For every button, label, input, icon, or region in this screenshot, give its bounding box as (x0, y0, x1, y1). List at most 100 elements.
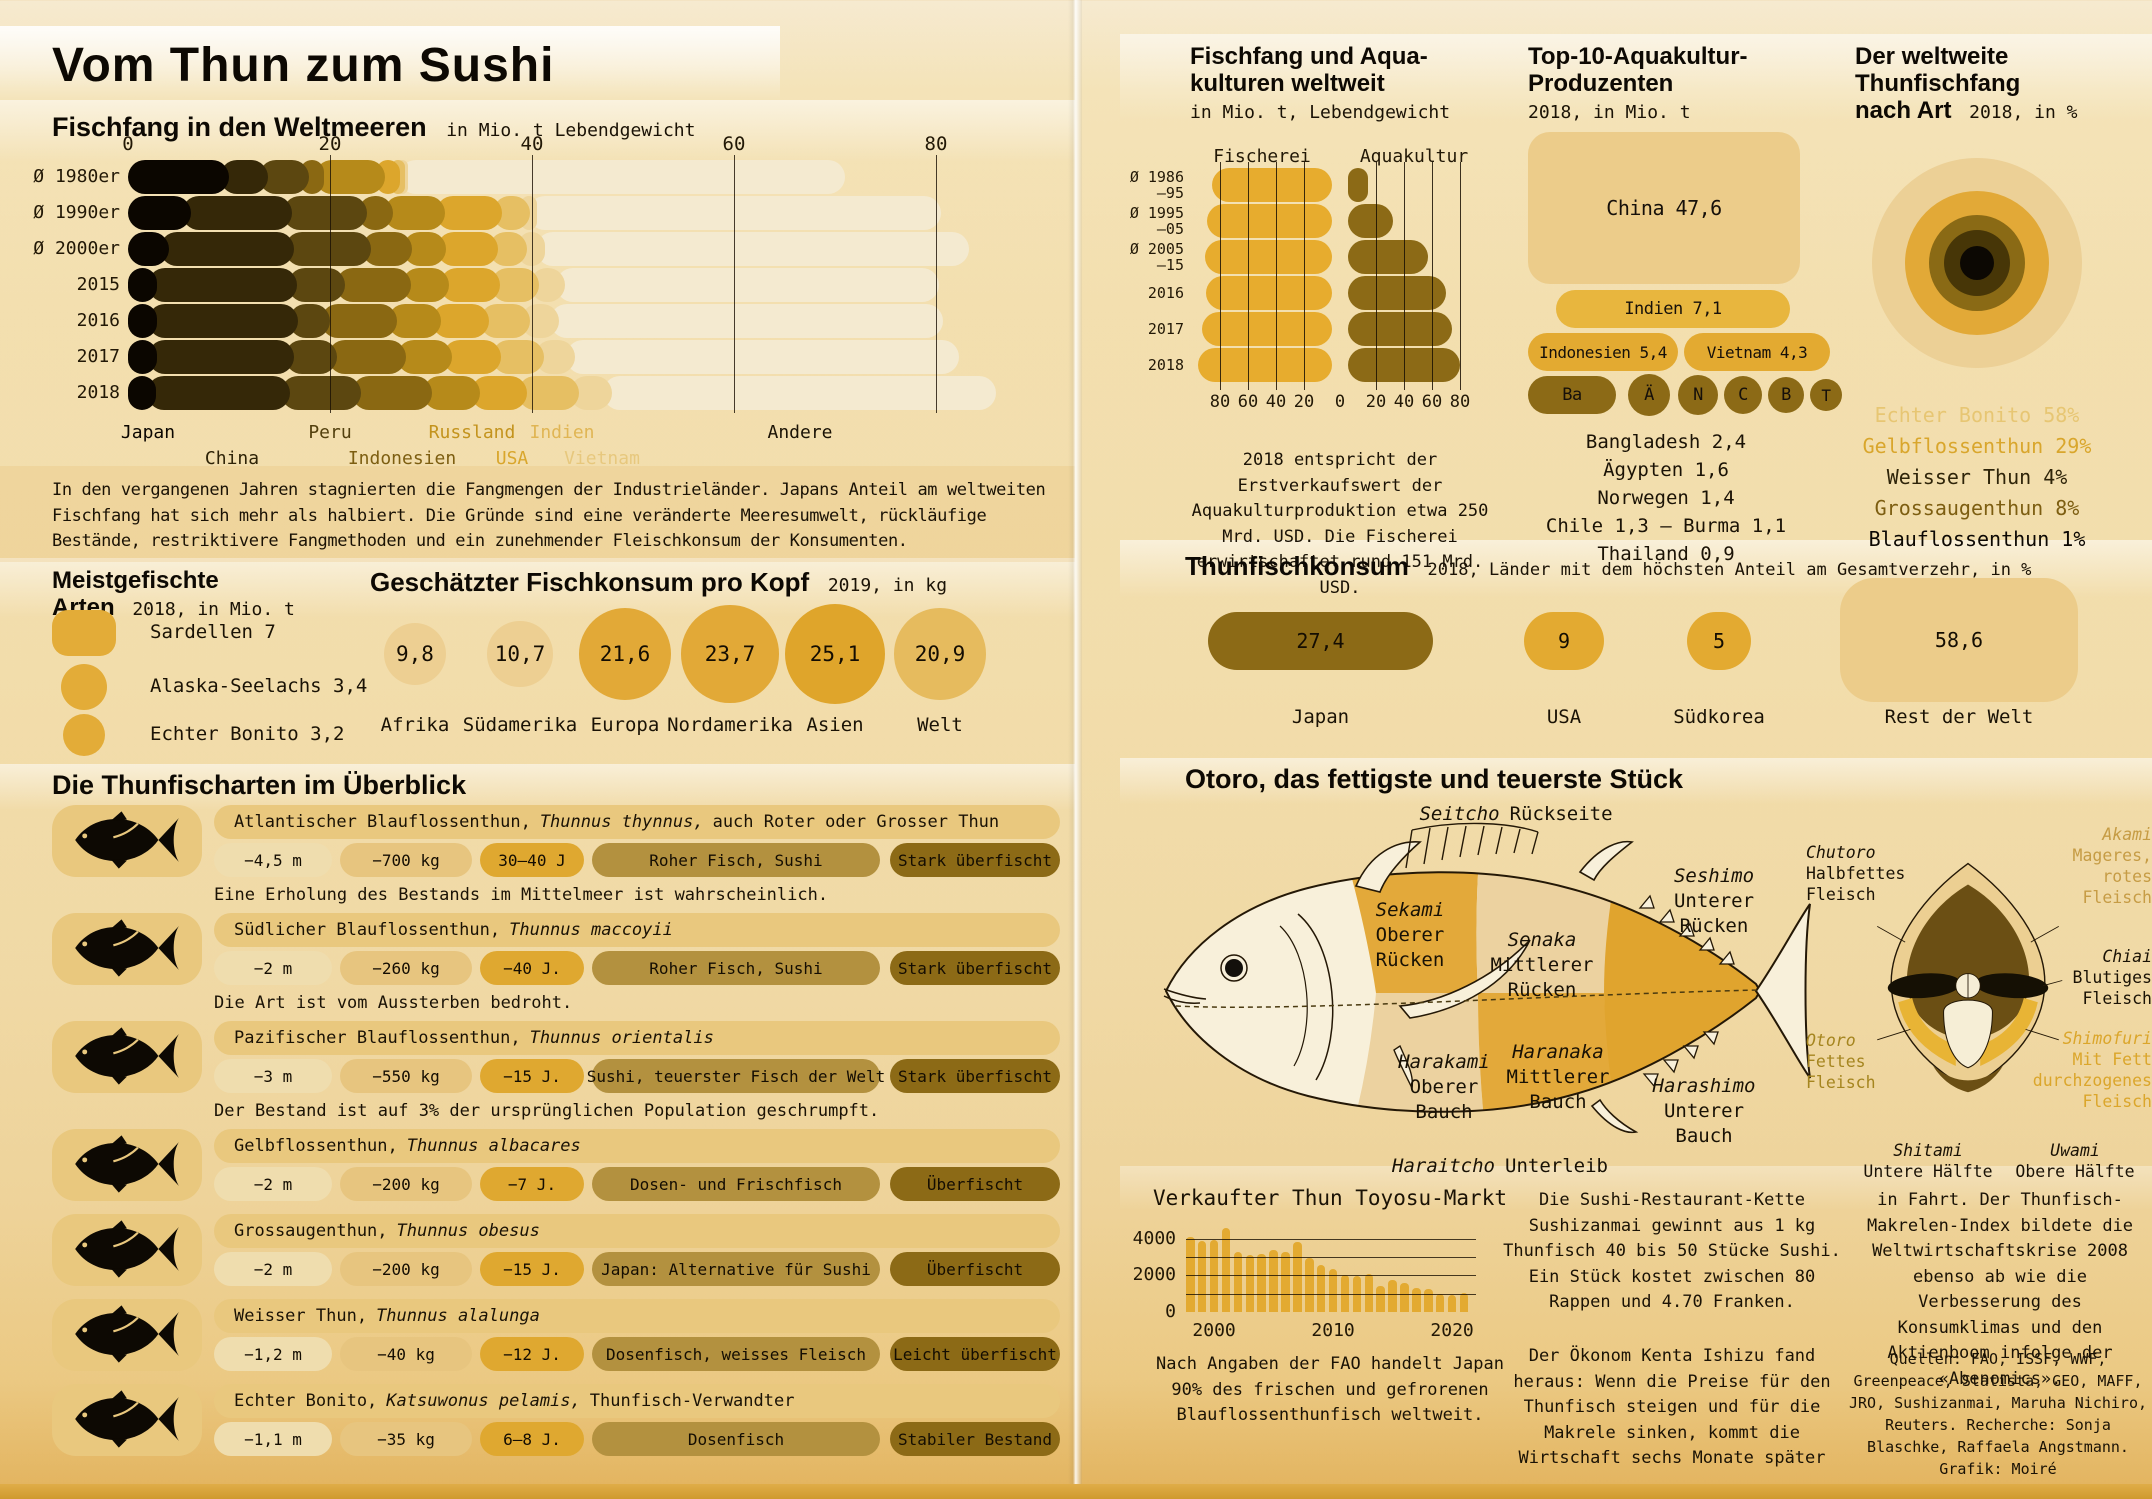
row-label: Ø 1986 –95 (1086, 169, 1184, 201)
species-weight-pill: −200 kg (340, 1252, 472, 1286)
bar-segment-andere (556, 268, 939, 302)
bar-segment-japan (128, 196, 191, 230)
chart-row (128, 268, 996, 302)
species-length-pill: −2 m (214, 1252, 332, 1286)
gridline (1432, 162, 1433, 390)
list-item: Alaska-Seelachs 3,4 (150, 675, 368, 697)
species-latin-name: Thunnus obesus (396, 1221, 540, 1241)
species-latin-name: Thunnus albacares (406, 1136, 581, 1156)
year-bar (1233, 1251, 1243, 1312)
producer-t: T (1810, 379, 1842, 411)
legend-label-peru: Peru (308, 422, 352, 443)
text-line: Fleisch (2082, 888, 2152, 907)
axis-zero-label: 0 (1334, 392, 1346, 412)
species-length-pill: −1,1 m (214, 1422, 332, 1456)
year-bar (1412, 1288, 1421, 1312)
gridline (734, 155, 735, 413)
gridline (1376, 162, 1377, 390)
bubble-label: Asien (806, 714, 864, 736)
art-title-3: nach Art (1855, 96, 1952, 124)
text-line: Bangladesh 2,4 (1585, 431, 1747, 453)
species-note: Der Bestand ist auf 3% der ursprüngliche… (214, 1101, 880, 1121)
gridline (1186, 1257, 1476, 1259)
bubble-nordamerika: 23,7 (681, 605, 779, 703)
legend-label-indonesien: Indonesien (347, 448, 457, 469)
legend-label-vietnam: Vietnam (564, 448, 640, 469)
toyosu-caption: Nach Angaben der FAO handelt Japan 90% d… (1156, 1354, 1504, 1425)
toyosu-title: Verkaufter Thun Toyosu-Markt (1152, 1186, 1507, 1210)
fischerei-column-label: Fischerei (1213, 146, 1311, 167)
fischerei-bar (1204, 240, 1332, 274)
bubble-alaska-seelachs (61, 664, 107, 710)
axis-tick-label: 80 (1209, 392, 1231, 412)
axis-tick-label: 20 (1293, 392, 1315, 412)
species-age-pill: −7 J. (480, 1167, 584, 1201)
species-age-pill: −15 J. (480, 1252, 584, 1286)
row-label: 2018 (1086, 357, 1184, 373)
legend-label: Blauflossenthun 1% (1868, 527, 2086, 551)
row-label: 2016 (1086, 285, 1184, 301)
chart-row (128, 160, 996, 194)
producer-vietnam: Vietnam 4,3 (1684, 333, 1830, 371)
bar-segment-japan (128, 268, 158, 302)
otoro-title: Otoro, das fettigste und teuerste Stück (1185, 764, 1684, 794)
row-label: 2018 (76, 382, 120, 403)
tuna-cuts-diagram-icon: Seitcho Rückseite Seshimo Unterer Rücken Se… (1163, 803, 1811, 1177)
fang-aqua-chart: 80 60 40 20 0 20 40 60 80 (1192, 162, 1492, 428)
cut-label-akami: Akami Mageres, rotes Fleisch (2056, 824, 2152, 908)
species-use-pill: Sushi, teuerster Fisch der Welt (587, 1059, 885, 1093)
paragraph-band (0, 466, 1075, 562)
chart-row (128, 232, 996, 266)
fischerei-bar (1206, 276, 1332, 310)
fang-aqua-title-1: Fischfang und Aqua- (1190, 43, 1428, 70)
tuna-icon (75, 919, 179, 977)
meistgefischte-subtitle: 2018, in Mio. t (132, 598, 295, 620)
meistgefischte-title-1: Meistgefischte (52, 567, 219, 594)
species-weight-pill: −260 kg (340, 951, 472, 985)
gridline (1276, 162, 1277, 390)
year-bar (1400, 1282, 1409, 1312)
toyosu-chart: 2000 2010 2020 (1186, 1228, 1476, 1341)
fischkonsum-chart: 9,8 Afrika 10,7 Südamerika 21,6 Europa 23,7 Nor… (368, 596, 1008, 756)
text-line: Fleisch (1806, 1073, 1876, 1092)
bubble-echter bonito (63, 714, 105, 756)
species-name: Südlicher Blauflossenthun, (234, 920, 501, 940)
axis-tick-label: 40 (1393, 392, 1415, 412)
species-name: Echter Bonito, (234, 1391, 378, 1411)
year-bar (1459, 1292, 1469, 1312)
legend-label: Gelbflossenthun 29% (1862, 434, 2092, 458)
row-label: Ø 1990er (33, 202, 120, 223)
top10-header: Top-10-Aquakultur- Produzenten 2018, in … (1528, 43, 1748, 123)
axis-tick-label: 60 (1237, 392, 1259, 412)
producer-ä: Ä (1628, 374, 1670, 416)
species-status-pill: Überfischt (890, 1252, 1060, 1286)
text-line: Ägypten 1,6 (1603, 459, 1729, 481)
gridline (1186, 1275, 1476, 1277)
konsum-title: Thunfischkonsum (1185, 551, 1409, 581)
text-line: Fleisch (2082, 989, 2152, 1008)
row-label: 2015 (76, 274, 120, 295)
species-latin-name: Thunnus thynnus, (539, 812, 704, 832)
species-note: Eine Erholung des Bestands im Mittelmeer… (214, 885, 829, 905)
tuna-icon (75, 811, 179, 869)
top10-chart: China 47,6 Indien 7,1 Indonesien 5,4 Vietna… (1528, 132, 1842, 422)
fang-aqua-title-2: kulturen weltweit (1190, 69, 1385, 97)
bubble-label: Welt (917, 714, 963, 736)
text-line: Uwami (2050, 1141, 2100, 1160)
species-latin-name: Thunnus orientalis (529, 1028, 714, 1048)
ring-blauflossenthun-1- (1960, 246, 1994, 280)
bubble-label: Nordamerika (667, 714, 793, 736)
axis-tick-label: 60 (722, 133, 746, 155)
gridline (532, 155, 533, 413)
axis-tick-label: 2000 (1192, 1320, 1236, 1341)
page-fold (1068, 0, 1082, 1499)
legend-label: Echter Bonito 58% (1874, 403, 2080, 427)
legend-label-japan: Japan (120, 422, 176, 443)
aquakultur-bar (1348, 276, 1446, 310)
species-latin-name: Thunnus maccoyii (509, 920, 673, 940)
fischerei-bar (1207, 204, 1332, 238)
species-age-pill: 6–8 J. (480, 1422, 584, 1456)
bar-segment-indonesien (352, 376, 432, 410)
species-weight-pill: −700 kg (340, 843, 472, 877)
